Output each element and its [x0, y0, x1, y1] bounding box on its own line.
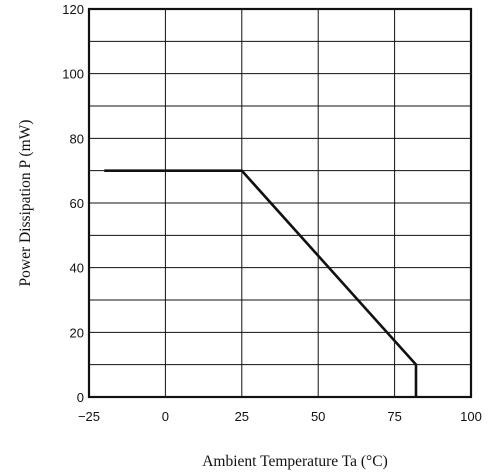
x-tick-label-3: 50 — [311, 409, 325, 424]
grid-lines — [88, 8, 472, 398]
x-tick-label-2: 25 — [235, 409, 249, 424]
y-axis-title: Power Dissipation P (mW) — [17, 120, 34, 287]
x-tick-labels: −25 0 25 50 75 100 — [78, 409, 482, 424]
y-tick-label-3: 60 — [70, 196, 84, 211]
y-tick-labels: 0 20 40 60 80 100 120 — [62, 2, 84, 405]
x-tick-label-0: −25 — [78, 409, 100, 424]
x-tick-label-1: 0 — [162, 409, 169, 424]
y-tick-label-2: 40 — [70, 261, 84, 276]
x-axis-title: Ambient Temperature Ta (°C) — [202, 453, 388, 470]
y-tick-label-1: 20 — [70, 325, 84, 340]
y-tick-label-0: 0 — [77, 390, 84, 405]
x-tick-label-5: 100 — [460, 409, 482, 424]
y-tick-label-6: 120 — [62, 2, 84, 17]
curve-layer — [104, 169, 418, 397]
derating-curve-0 — [104, 169, 418, 397]
plot-frame — [87, 7, 473, 399]
y-tick-label-4: 80 — [70, 131, 84, 146]
x-tick-label-4: 75 — [387, 409, 401, 424]
y-tick-label-5: 100 — [62, 67, 84, 82]
